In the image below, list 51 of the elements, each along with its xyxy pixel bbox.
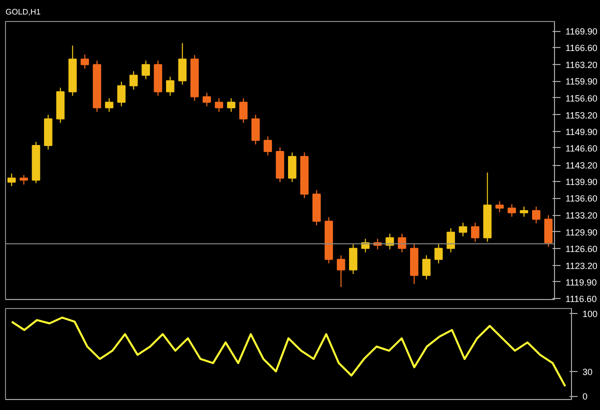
candlestick [458, 222, 468, 237]
y-tick-label: 30 [582, 366, 593, 377]
candlestick [471, 222, 480, 242]
candlestick [446, 228, 455, 253]
y-tick-label: 0 [582, 392, 588, 402]
y-tick-label: 1143.20 [566, 160, 598, 171]
candlestick [264, 136, 272, 156]
candlestick [288, 152, 296, 183]
y-tick-label: 1116.60 [566, 294, 597, 304]
y-tick-label: 1146.60 [566, 143, 598, 154]
y-tick-label: 1123.20 [566, 260, 598, 271]
candlestick [422, 254, 431, 280]
candlestick [129, 70, 138, 90]
candlestick [336, 254, 346, 288]
candlestick [251, 114, 260, 145]
candlestick [142, 60, 150, 80]
candlestick [20, 174, 28, 186]
y-tick-label: 1139.90 [566, 177, 598, 188]
candlestick [532, 206, 540, 224]
y-tick-label: 1119.90 [566, 277, 597, 288]
candlestick [495, 200, 504, 213]
y-tick-label: 1166.60 [566, 43, 598, 54]
candlestick [239, 98, 248, 124]
candlestick [166, 76, 174, 96]
y-tick-label: 1136.60 [566, 194, 598, 204]
candlestick [7, 173, 16, 187]
y-tick-label: 1129.90 [566, 227, 598, 238]
y-tick-label: 1169.90 [566, 26, 598, 37]
candlestick [117, 81, 126, 107]
candlestick [386, 233, 394, 250]
line-series [10, 316, 566, 388]
candlestick [508, 204, 516, 218]
candlestick [544, 214, 553, 248]
y-tick-label: 100 [582, 308, 598, 319]
y-tick-label: 1153.20 [566, 110, 598, 120]
candlestick [80, 54, 89, 70]
y-tick-label: 1159.90 [566, 76, 598, 87]
y-tick-label: 1133.20 [566, 210, 598, 221]
chart-title: GOLD,H1 [6, 8, 42, 16]
y-tick-label: 1156.60 [566, 93, 598, 104]
y-tick-label: 1126.60 [566, 244, 598, 254]
candlestick [105, 98, 114, 112]
candlestick [178, 42, 187, 86]
candlestick [202, 92, 211, 107]
candlestick [434, 244, 443, 264]
candlestick [227, 98, 236, 112]
candlestick [349, 244, 358, 274]
y-tick-label: 1149.90 [566, 126, 598, 137]
candlestick [520, 206, 528, 218]
y-tick-label: 1163.20 [566, 60, 598, 70]
candlestick [214, 98, 224, 112]
